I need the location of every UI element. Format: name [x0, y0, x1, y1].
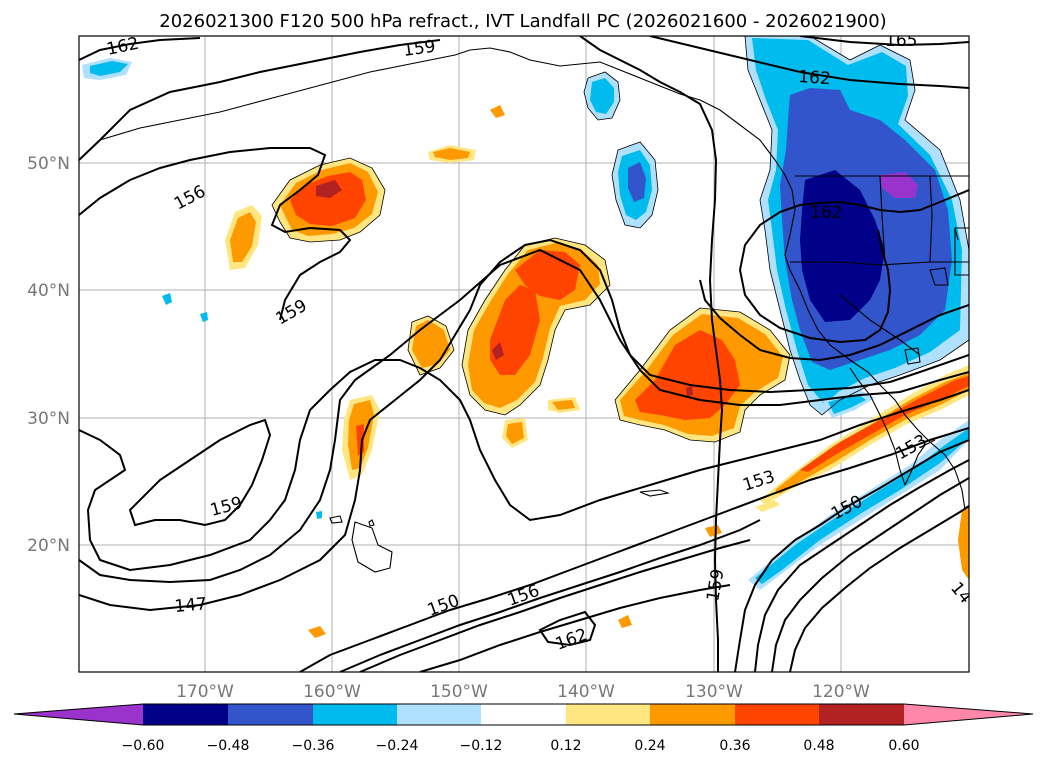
- colorbar-segment: [397, 704, 481, 725]
- colorbar-tick: −0.24: [376, 738, 419, 754]
- height-contours: [79, 36, 969, 672]
- lat-label: 40°N: [27, 281, 70, 301]
- contour-label: 162: [105, 34, 141, 60]
- colorbar-tick: 0.24: [634, 738, 665, 754]
- lon-label: 170°W: [176, 682, 234, 702]
- colorbar-tick: 0.48: [803, 738, 834, 754]
- colorbar-segment: [735, 704, 819, 725]
- colorbar-tick: −0.60: [122, 738, 165, 754]
- lon-label: 120°W: [812, 682, 870, 702]
- longitude-labels: 170°W 160°W 150°W 140°W 130°W 120°W: [176, 682, 870, 702]
- lon-label: 160°W: [303, 682, 361, 702]
- colorbar-ticks: −0.60 −0.48 −0.36 −0.24 −0.12 0.12 0.24 …: [122, 738, 920, 754]
- colorbar-tick: 0.36: [719, 738, 750, 754]
- positive-refractivity-fill: [225, 105, 969, 638]
- figure-title: 2026021300 F120 500 hPa refract., IVT La…: [159, 11, 886, 32]
- colorbar-segment: [481, 704, 566, 725]
- map-panel: 162 159 165 162 162 156 159 159 159 147 …: [78, 31, 970, 673]
- colorbar-tick: 0.12: [550, 738, 581, 754]
- contour-label: 165: [885, 31, 917, 51]
- colorbar: −0.60 −0.48 −0.36 −0.24 −0.12 0.12 0.24 …: [13, 703, 1034, 754]
- negative-refractivity-fill: [82, 36, 969, 590]
- colorbar-tick: 0.60: [888, 738, 919, 754]
- colorbar-extend-right: [904, 704, 1033, 725]
- coastlines: [99, 47, 969, 573]
- contour-label: 147: [174, 594, 208, 617]
- lat-label: 20°N: [27, 536, 70, 556]
- colorbar-segment: [143, 704, 228, 725]
- map-frame: [78, 35, 970, 673]
- lon-label: 150°W: [430, 682, 488, 702]
- lon-label: 130°W: [685, 682, 743, 702]
- lon-label: 140°W: [557, 682, 615, 702]
- contour-label: 162: [810, 203, 842, 223]
- colorbar-extend-left: [14, 704, 143, 725]
- colorbar-segment: [313, 704, 397, 725]
- lat-label: 50°N: [27, 154, 70, 174]
- latitude-labels: 50°N 40°N 30°N 20°N: [27, 154, 70, 556]
- contour-label: 159: [402, 37, 437, 61]
- colorbar-segment: [228, 704, 313, 725]
- colorbar-tick: −0.36: [292, 738, 335, 754]
- contour-label: 162: [798, 67, 832, 89]
- lat-label: 30°N: [27, 409, 70, 429]
- colorbar-segment: [819, 704, 904, 725]
- colorbar-tick: −0.12: [460, 738, 503, 754]
- colorbar-tick: −0.48: [207, 738, 250, 754]
- colorbar-segment: [566, 704, 650, 725]
- colorbar-segment: [650, 704, 735, 725]
- colorbar-outline: [13, 703, 1034, 726]
